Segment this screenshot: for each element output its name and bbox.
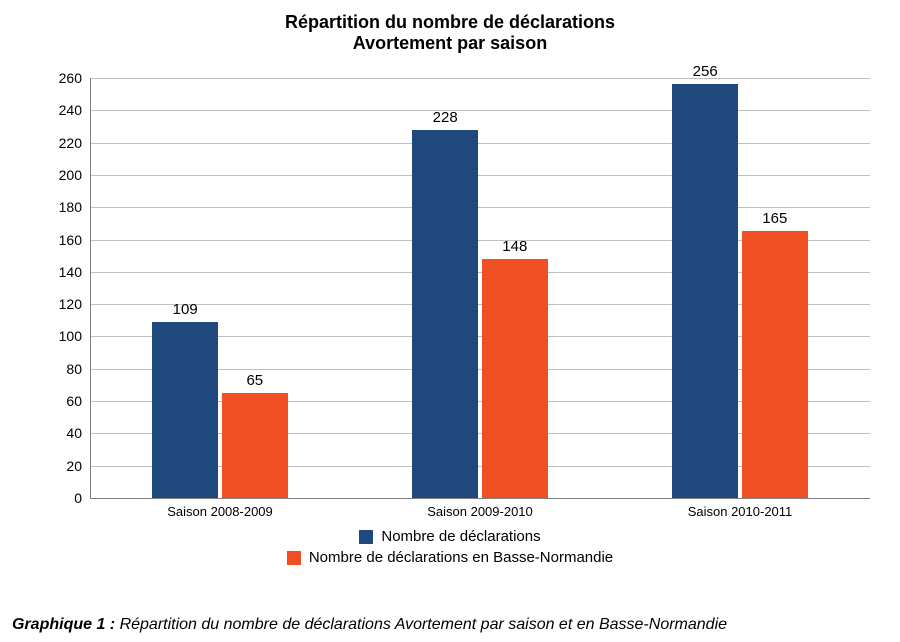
bar (742, 231, 808, 498)
bar-value-label: 109 (173, 301, 198, 322)
x-tick-label: Saison 2010-2011 (688, 498, 793, 519)
legend-swatch (359, 530, 373, 544)
grid-line (90, 143, 870, 144)
y-tick-label: 220 (59, 135, 90, 151)
y-axis (90, 78, 91, 498)
x-tick-label: Saison 2008-2009 (167, 498, 273, 519)
bar (482, 259, 548, 498)
bar-value-label: 228 (433, 109, 458, 130)
y-tick-label: 120 (59, 296, 90, 312)
plot-area: 020406080100120140160180200220240260Sais… (90, 78, 870, 498)
grid-line (90, 175, 870, 176)
y-tick-label: 40 (66, 425, 90, 441)
chart-title-line1: Répartition du nombre de déclarations (0, 12, 900, 33)
bar-value-label: 148 (502, 238, 527, 259)
bar (412, 130, 478, 498)
bar-value-label: 65 (246, 372, 263, 393)
legend-label: Nombre de déclarations en Basse-Normandi… (309, 549, 613, 566)
figure-caption: Graphique 1 : Répartition du nombre de d… (12, 616, 888, 634)
caption-text: Répartition du nombre de déclarations Av… (115, 616, 727, 633)
grid-line (90, 110, 870, 111)
bar (222, 393, 288, 498)
y-tick-label: 80 (66, 361, 90, 377)
chart-container: Répartition du nombre de déclarations Av… (0, 0, 900, 642)
bar (672, 84, 738, 498)
y-tick-label: 240 (59, 102, 90, 118)
bar-value-label: 256 (693, 63, 718, 84)
y-tick-label: 20 (66, 458, 90, 474)
grid-line (90, 207, 870, 208)
bar-value-label: 165 (762, 210, 787, 231)
y-tick-label: 100 (59, 328, 90, 344)
y-tick-label: 200 (59, 167, 90, 183)
legend-item: Nombre de déclarations (359, 528, 540, 545)
grid-line (90, 78, 870, 79)
legend: Nombre de déclarations Nombre de déclarat… (0, 528, 900, 566)
bar (152, 322, 218, 498)
y-tick-label: 180 (59, 199, 90, 215)
y-tick-label: 160 (59, 232, 90, 248)
y-tick-label: 0 (74, 490, 90, 506)
y-tick-label: 260 (59, 70, 90, 86)
y-tick-label: 140 (59, 264, 90, 280)
legend-label: Nombre de déclarations (381, 528, 540, 545)
chart-title: Répartition du nombre de déclarations Av… (0, 12, 900, 53)
chart-title-line2: Avortement par saison (0, 33, 900, 54)
x-tick-label: Saison 2009-2010 (427, 498, 533, 519)
legend-swatch (287, 551, 301, 565)
legend-item: Nombre de déclarations en Basse-Normandi… (287, 549, 613, 566)
caption-lead: Graphique 1 : (12, 616, 115, 633)
y-tick-label: 60 (66, 393, 90, 409)
